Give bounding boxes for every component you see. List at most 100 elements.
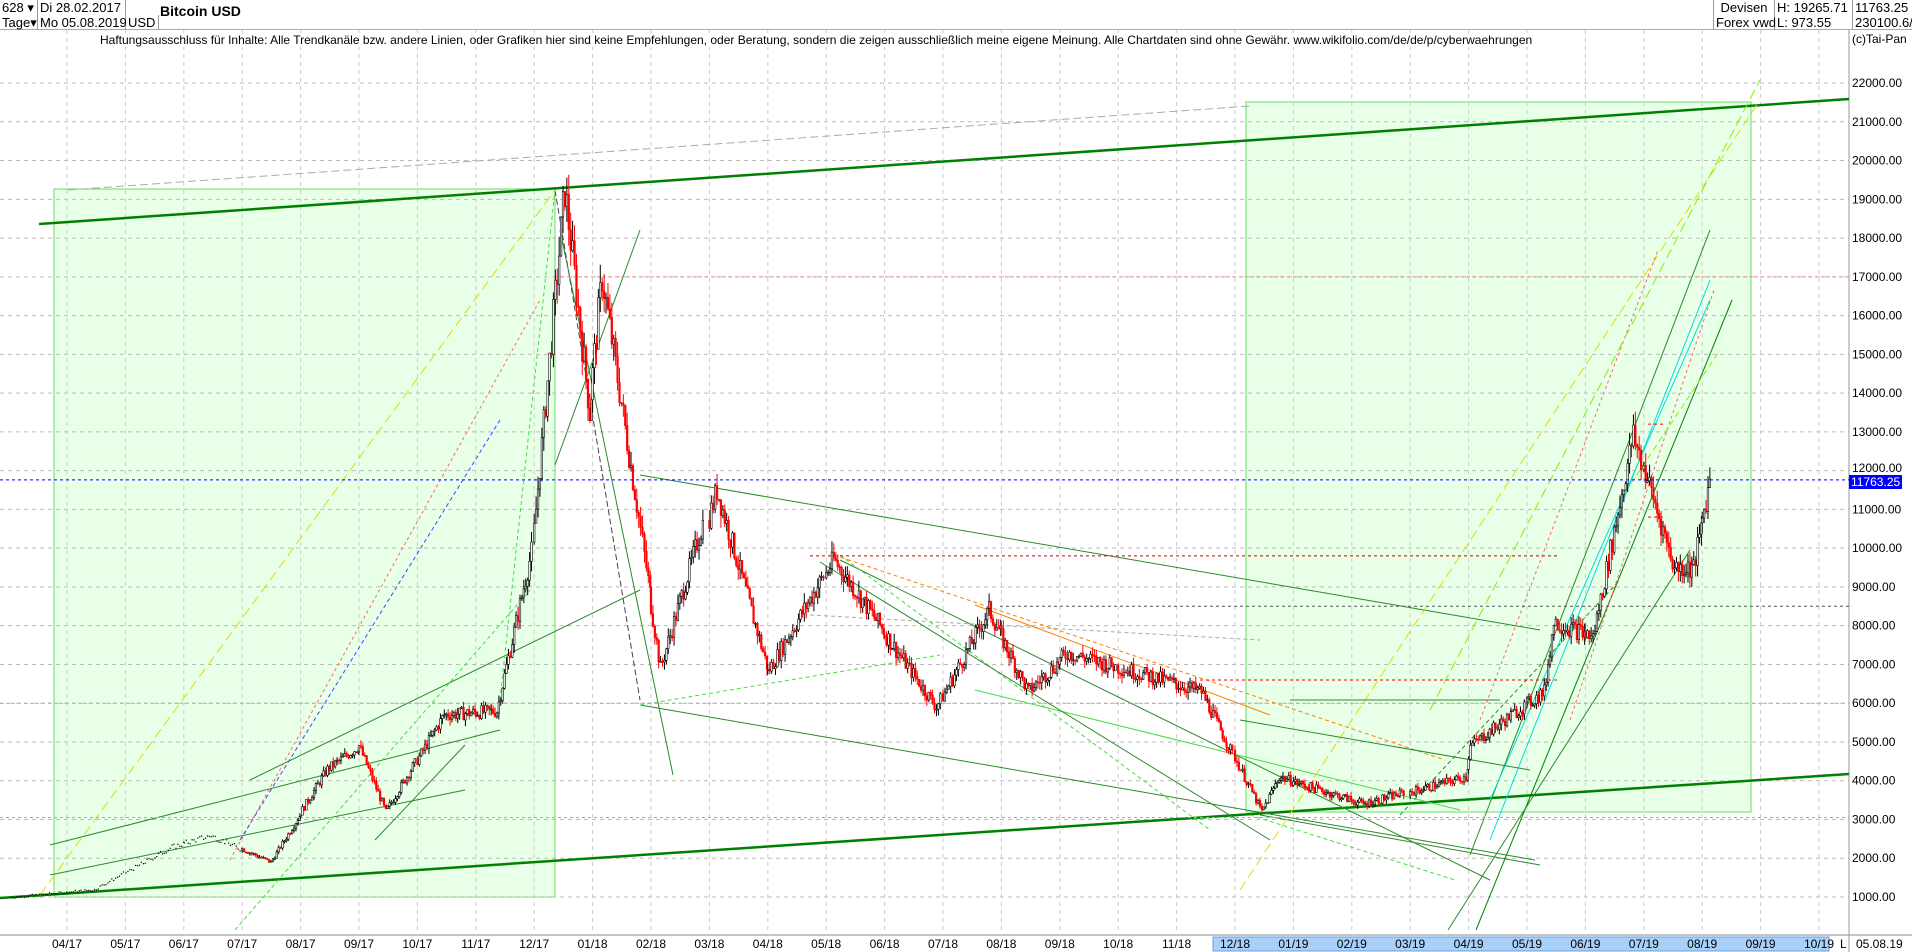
price-dot xyxy=(175,847,177,849)
candle xyxy=(1177,687,1180,690)
candle xyxy=(252,853,255,855)
candle xyxy=(1237,761,1240,771)
candle xyxy=(359,745,363,748)
trend-line xyxy=(38,97,1850,226)
candle xyxy=(910,662,913,678)
x-tick-label: 10/17 xyxy=(402,937,432,951)
candle xyxy=(398,792,401,797)
candle xyxy=(1015,670,1018,673)
candle xyxy=(1531,704,1534,707)
candle xyxy=(548,352,551,382)
candle xyxy=(384,804,387,809)
candle xyxy=(694,539,697,547)
candle xyxy=(1163,675,1166,683)
candle xyxy=(1708,478,1711,488)
candle xyxy=(1122,671,1126,676)
candle xyxy=(567,194,570,231)
candle xyxy=(1231,744,1234,751)
price-dot xyxy=(161,853,164,855)
candle xyxy=(1212,710,1215,718)
candle xyxy=(735,557,738,566)
candle xyxy=(1108,657,1111,669)
candle xyxy=(328,765,331,771)
candle xyxy=(1344,794,1347,796)
candle xyxy=(1143,667,1147,674)
candle xyxy=(334,760,337,768)
candle xyxy=(292,827,296,831)
price-dot xyxy=(107,882,109,884)
axis-end-date: 05.08.19 xyxy=(1856,937,1903,951)
last-price-marker: 11763.25 xyxy=(1849,474,1903,489)
candle xyxy=(1110,657,1113,667)
price-dot xyxy=(146,858,148,860)
candle xyxy=(1285,778,1288,782)
candle xyxy=(324,770,327,776)
candle xyxy=(793,630,796,633)
candle xyxy=(1496,726,1499,730)
price-dot xyxy=(16,896,18,898)
y-tick-label: 11000.00 xyxy=(1852,502,1901,516)
candle xyxy=(861,598,864,608)
price-dot xyxy=(195,841,197,843)
x-tick-label: 08/19 xyxy=(1687,937,1717,951)
candle xyxy=(472,708,475,714)
period-select[interactable]: Tage▾ xyxy=(0,15,38,30)
candle xyxy=(536,488,540,510)
candle xyxy=(1527,696,1531,699)
candle xyxy=(1153,681,1156,686)
candle xyxy=(322,770,325,777)
candle xyxy=(499,700,502,703)
high-value: H: 19265.71 xyxy=(1775,0,1853,15)
candle xyxy=(919,685,923,691)
candle xyxy=(1554,618,1557,627)
candle xyxy=(1545,682,1548,686)
candle xyxy=(1366,803,1369,807)
candle xyxy=(1435,786,1439,789)
y-tick-label: 16000.00 xyxy=(1852,309,1902,323)
price-dot xyxy=(68,891,71,893)
candle xyxy=(1615,525,1618,528)
bar-count-select[interactable]: 628 ▾ xyxy=(0,0,38,15)
x-tick-label: 06/18 xyxy=(870,937,900,951)
candle xyxy=(818,576,821,589)
candle xyxy=(1387,793,1390,799)
candle xyxy=(550,352,553,356)
x-tick-label: 12/18 xyxy=(1220,937,1250,951)
candle xyxy=(626,425,629,451)
x-tick-label: 12/17 xyxy=(519,937,549,951)
candle xyxy=(1145,667,1149,673)
candle xyxy=(273,857,276,860)
candle xyxy=(756,623,759,637)
candle xyxy=(789,636,792,639)
candle xyxy=(1278,779,1281,783)
candle xyxy=(266,858,269,860)
candle xyxy=(456,713,459,719)
price-dot xyxy=(133,869,135,871)
candles xyxy=(10,174,1711,899)
candle xyxy=(1358,798,1361,803)
candle xyxy=(1019,671,1022,678)
candle xyxy=(1480,733,1484,737)
start-date[interactable]: Di 28.02.2017 xyxy=(38,0,126,15)
candle xyxy=(1274,783,1277,789)
candle xyxy=(853,595,857,598)
candle xyxy=(807,602,810,610)
price-dot xyxy=(229,844,232,846)
candle xyxy=(411,762,414,772)
candle xyxy=(1509,711,1512,721)
price-dot xyxy=(214,835,216,837)
candle xyxy=(1305,787,1308,789)
candle xyxy=(1364,803,1367,805)
candle xyxy=(530,541,533,562)
candle xyxy=(373,779,376,782)
end-date[interactable]: Mo 05.08.2019 xyxy=(40,15,127,30)
candle xyxy=(961,663,964,668)
candle xyxy=(1060,649,1063,658)
candle xyxy=(250,852,253,855)
candle xyxy=(1560,630,1563,635)
x-tick-label: 05/18 xyxy=(811,937,841,951)
candle xyxy=(895,641,898,658)
candle xyxy=(970,637,973,645)
candle xyxy=(269,860,273,863)
